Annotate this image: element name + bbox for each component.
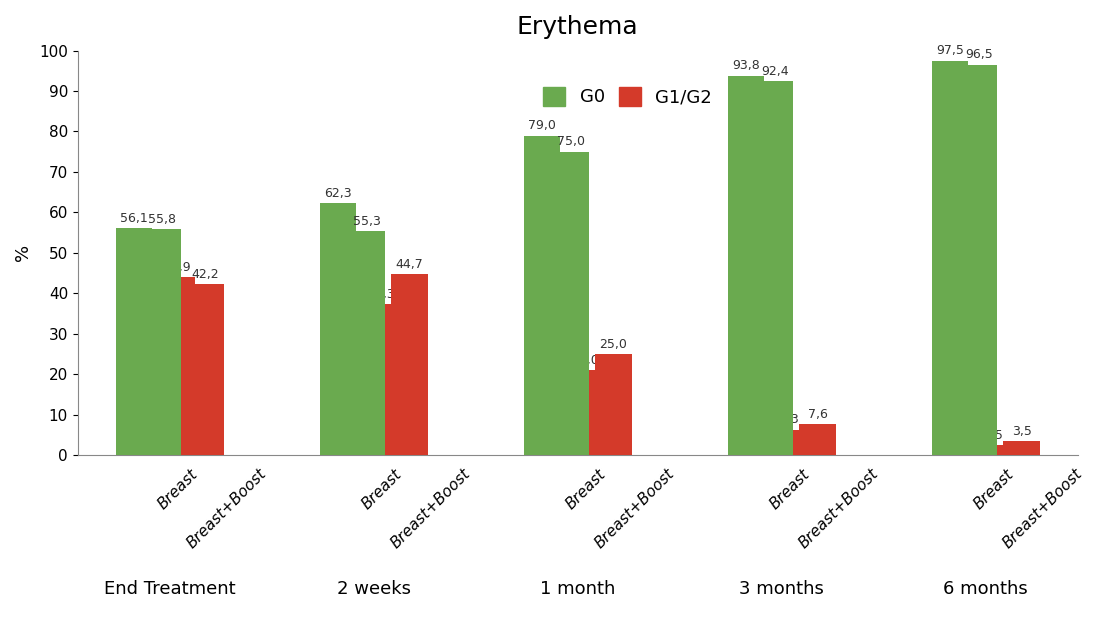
Bar: [728, 76, 764, 455]
Text: 3 months: 3 months: [739, 580, 824, 598]
Text: Breast: Breast: [359, 466, 406, 512]
Y-axis label: %: %: [14, 244, 32, 262]
Bar: [799, 424, 835, 455]
Text: Breast+Boost: Breast+Boost: [797, 466, 881, 551]
Text: 2 weeks: 2 weeks: [337, 580, 411, 598]
Bar: [362, 304, 399, 455]
Text: 93,8: 93,8: [732, 59, 760, 73]
Bar: [348, 231, 384, 455]
Text: Breast: Breast: [971, 466, 1018, 512]
Bar: [391, 274, 428, 455]
Text: 3,5: 3,5: [1012, 425, 1031, 437]
Text: 75,0: 75,0: [557, 135, 584, 149]
Legend: G0, G1/G2: G0, G1/G2: [537, 80, 719, 114]
Text: 1 month: 1 month: [540, 580, 615, 598]
Text: 7,6: 7,6: [808, 408, 828, 421]
Text: 44,7: 44,7: [396, 258, 423, 271]
Bar: [757, 82, 793, 455]
Text: 97,5: 97,5: [937, 44, 964, 58]
Text: 42,2: 42,2: [191, 268, 219, 281]
Text: 56,1: 56,1: [120, 212, 148, 225]
Text: 21,0: 21,0: [571, 354, 599, 367]
Text: End Treatment: End Treatment: [103, 580, 236, 598]
Bar: [116, 228, 152, 455]
Title: Erythema: Erythema: [517, 15, 639, 39]
Text: 2,5: 2,5: [983, 428, 1003, 442]
Text: 62,3: 62,3: [324, 187, 352, 200]
Bar: [320, 203, 357, 455]
Text: Breast+Boost: Breast+Boost: [592, 466, 678, 551]
Bar: [960, 64, 997, 455]
Text: 37,3: 37,3: [367, 288, 394, 301]
Text: Breast: Breast: [563, 466, 609, 512]
Text: 79,0: 79,0: [528, 119, 556, 132]
Text: Breast+Boost: Breast+Boost: [1000, 466, 1085, 551]
Text: 92,4: 92,4: [761, 65, 789, 78]
Bar: [932, 61, 969, 455]
Text: Breast: Breast: [156, 466, 201, 512]
Text: 55,3: 55,3: [352, 215, 380, 228]
Text: 25,0: 25,0: [600, 337, 628, 351]
Bar: [523, 135, 560, 455]
Text: 96,5: 96,5: [964, 49, 992, 61]
Text: Breast+Boost: Breast+Boost: [184, 466, 269, 551]
Bar: [159, 277, 196, 455]
Bar: [595, 354, 632, 455]
Bar: [144, 229, 181, 455]
Bar: [552, 152, 589, 455]
Text: 43,9: 43,9: [163, 261, 191, 274]
Text: Breast+Boost: Breast+Boost: [388, 466, 473, 551]
Text: 55,8: 55,8: [149, 213, 177, 226]
Text: Breast: Breast: [768, 466, 813, 512]
Bar: [567, 370, 603, 455]
Bar: [771, 430, 808, 455]
Text: 6 months: 6 months: [943, 580, 1028, 598]
Text: 6,3: 6,3: [779, 413, 799, 427]
Bar: [1003, 441, 1040, 455]
Bar: [974, 445, 1011, 455]
Bar: [187, 284, 223, 455]
